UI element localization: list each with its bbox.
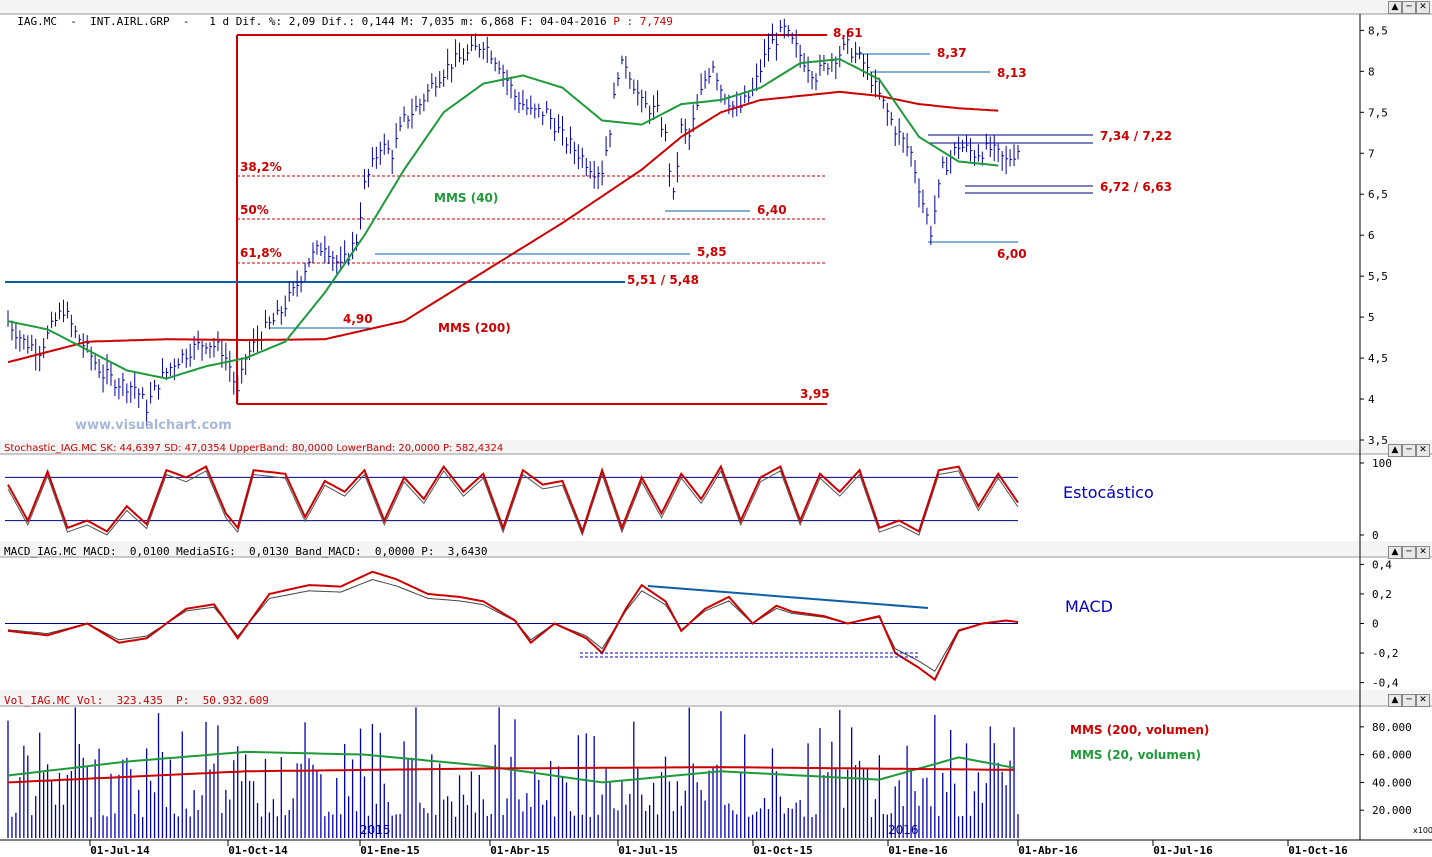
price-header-text: IAG.MC - INT.AIRL.GRP - 1 d Dif. %: 2,09… — [17, 15, 607, 28]
vol-y-tick-label: 20.000 — [1372, 804, 1412, 817]
macd-panel-header: MACD_IAG.MC MACD: 0,0100 MediaSIG: 0,013… — [4, 545, 488, 558]
mms200-line — [7, 90, 999, 364]
price-annotation: 3,95 — [800, 387, 830, 401]
price-panel — [5, 18, 1364, 441]
vol-mms20-line — [7, 750, 1015, 784]
pane-maximize-button[interactable]: ▲ — [1388, 694, 1402, 707]
macd-line — [7, 570, 1019, 682]
price-y-tick-label: 7,5 — [1368, 106, 1388, 119]
panel-header-bg-1 — [0, 440, 1432, 454]
vol-legend-mms200: MMS (200, volumen) — [1070, 723, 1209, 737]
macd-panel-label: MACD — [1065, 597, 1113, 616]
stoch-panel-label: Estocástico — [1063, 483, 1154, 502]
macd-divergence-line — [647, 585, 929, 609]
price-y-tick-label: 5,5 — [1368, 270, 1388, 283]
watermark: www.visualchart.com — [75, 418, 232, 433]
vol-panel-header: Vol_IAG.MC Vol: 323.435 P: 50.932.609 — [4, 694, 269, 707]
pane-maximize-button[interactable]: ▲ — [1388, 1, 1402, 14]
price-annotation: 8,37 — [937, 46, 967, 60]
price-y-tick-label: 3,5 — [1368, 434, 1388, 447]
macd-y-tick-label: 0,4 — [1372, 558, 1392, 571]
price-y-tick-label: 8,5 — [1368, 24, 1388, 37]
price-y-tick-label: 6 — [1368, 229, 1375, 242]
vol-y-tick-label: 80.000 — [1372, 721, 1412, 734]
panel-header-bg-0 — [0, 0, 1432, 14]
x-tick-label: 01-Jul-16 — [1153, 844, 1213, 857]
price-annotation: 7,34 / 7,22 — [1100, 129, 1172, 143]
x-tick-label: 01-Ene-15 — [360, 844, 420, 857]
year-marker-2016: 2016 — [888, 823, 919, 837]
price-y-tick-label: 4 — [1368, 393, 1375, 406]
x-tick-label: 01-Jul-15 — [618, 844, 678, 857]
price-annotation: 6,40 — [757, 203, 787, 217]
macd-y-tick-label: 0,2 — [1372, 588, 1392, 601]
price-annotation: MMS (40) — [434, 191, 498, 205]
price-annotation: 6,72 / 6,63 — [1100, 180, 1172, 194]
mms40-line — [7, 58, 999, 380]
vol-mms200-line — [7, 766, 1015, 784]
vol-y-tick-label: 40.000 — [1372, 776, 1412, 789]
panel-header-bg-2 — [0, 541, 1432, 557]
vol-scale-note: x100 — [1413, 826, 1432, 835]
pane-minimize-button[interactable]: ─ — [1402, 1, 1416, 14]
pane-minimize-button[interactable]: ─ — [1402, 546, 1416, 559]
stoch-panel — [5, 462, 1364, 537]
price-y-tick-label: 4,5 — [1368, 352, 1388, 365]
vol-y-tick-label: 60.000 — [1372, 749, 1412, 762]
price-annotation: 61,8% — [240, 246, 282, 260]
price-annotation: 8,61 — [833, 26, 863, 40]
x-tick-label: 01-Jul-14 — [90, 844, 150, 857]
price-annotation: 38,2% — [240, 160, 282, 174]
price-header-p: P : 7,749 — [606, 15, 673, 28]
x-tick-label: 01-Oct-16 — [1288, 844, 1348, 857]
price-y-tick-label: 7 — [1368, 147, 1375, 160]
price-annotation: 5,51 / 5,48 — [627, 273, 699, 287]
year-marker-2015: 2015 — [360, 823, 391, 837]
price-y-tick-label: 6,5 — [1368, 188, 1388, 201]
stoch-y-tick-label: 100 — [1372, 457, 1392, 470]
x-tick-label: 01-Oct-14 — [228, 844, 288, 857]
pane-minimize-button[interactable]: ─ — [1402, 694, 1416, 707]
price-annotation: MMS (200) — [438, 321, 511, 335]
pane-maximize-button[interactable]: ▲ — [1388, 444, 1402, 457]
volume-panel — [7, 707, 1364, 838]
stoch-panel-header: Stochastic_IAG.MC SK: 44,6397 SD: 47,035… — [4, 443, 504, 454]
macd-y-tick-label: -0,2 — [1372, 647, 1399, 660]
stoch-sd-line — [7, 469, 1019, 537]
price-annotation: 4,90 — [343, 312, 373, 326]
macd-panel — [5, 563, 1364, 684]
pane-close-button[interactable]: ✕ — [1416, 546, 1430, 559]
price-y-tick-label: 8 — [1368, 65, 1375, 78]
x-tick-label: 01-Abr-16 — [1018, 844, 1078, 857]
pane-maximize-button[interactable]: ▲ — [1388, 546, 1402, 559]
macd-y-tick-label: 0 — [1372, 618, 1379, 631]
x-tick-label: 01-Oct-15 — [753, 844, 813, 857]
x-tick-label: 01-Abr-15 — [490, 844, 550, 857]
pane-minimize-button[interactable]: ─ — [1402, 444, 1416, 457]
panel-header-bg-3 — [0, 690, 1432, 706]
price-y-tick-label: 5 — [1368, 311, 1375, 324]
stoch-sk-line — [7, 464, 1019, 535]
price-annotation: 8,13 — [997, 66, 1027, 80]
pane-close-button[interactable]: ✕ — [1416, 444, 1430, 457]
x-tick-label: 01-Ene-16 — [888, 844, 948, 857]
price-panel-header: IAG.MC - INT.AIRL.GRP - 1 d Dif. %: 2,09… — [4, 2, 673, 28]
pane-close-button[interactable]: ✕ — [1416, 694, 1430, 707]
pane-close-button[interactable]: ✕ — [1416, 1, 1430, 14]
price-annotation: 6,00 — [997, 247, 1027, 261]
macd-y-tick-label: -0,4 — [1372, 677, 1399, 690]
stoch-y-tick-label: 0 — [1372, 529, 1379, 542]
price-annotation: 50% — [240, 203, 269, 217]
price-annotation: 5,85 — [697, 245, 727, 259]
vol-legend-mms20: MMS (20, volumen) — [1070, 748, 1201, 762]
